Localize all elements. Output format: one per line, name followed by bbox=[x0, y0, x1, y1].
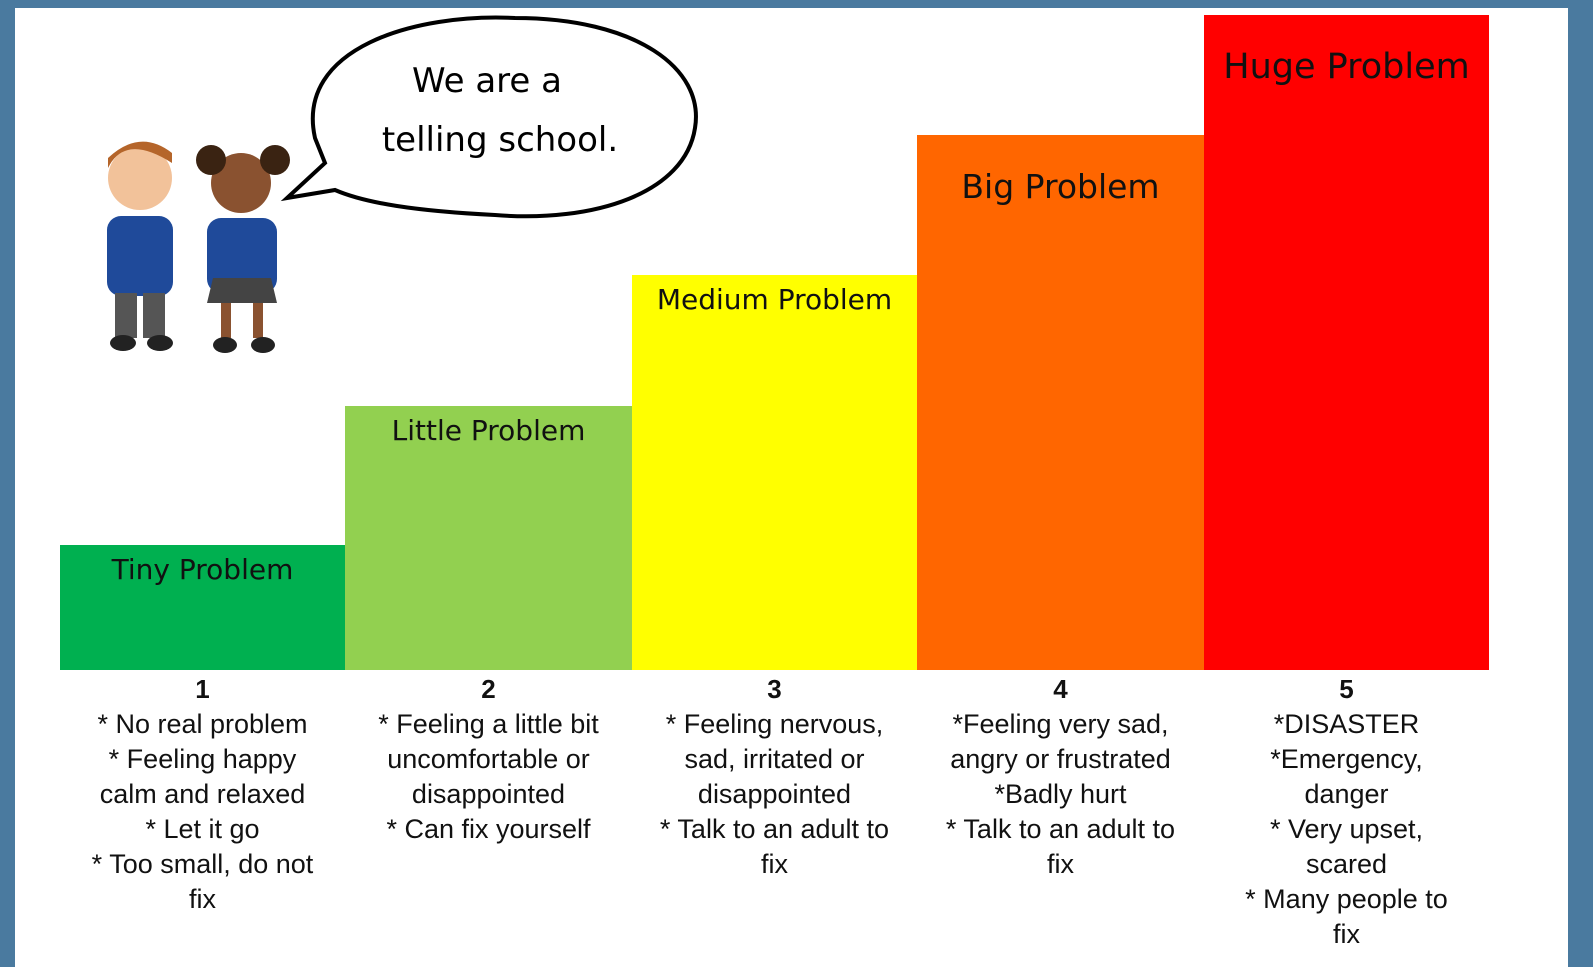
step-description: 4*Feeling very sad,angry or frustrated*B… bbox=[911, 672, 1211, 882]
step-block: Little Problem bbox=[345, 406, 632, 670]
description-line: *Emergency, bbox=[1197, 742, 1497, 777]
step-label: Little Problem bbox=[345, 414, 632, 447]
description-line: * No real problem bbox=[53, 707, 353, 742]
description-line: disappointed bbox=[625, 777, 925, 812]
description-line: * Let it go bbox=[53, 812, 353, 847]
description-line: uncomfortable or bbox=[339, 742, 639, 777]
description-line: * Too small, do not bbox=[53, 847, 353, 882]
boy bbox=[107, 142, 173, 351]
description-line: * Very upset, bbox=[1197, 812, 1497, 847]
description-line: angry or frustrated bbox=[911, 742, 1211, 777]
description-line: calm and relaxed bbox=[53, 777, 353, 812]
description-line: *DISASTER bbox=[1197, 707, 1497, 742]
description-line: * Feeling happy bbox=[53, 742, 353, 777]
step-block: Huge Problem bbox=[1204, 15, 1489, 670]
step-label: Tiny Problem bbox=[60, 553, 345, 586]
description-line: * Can fix yourself bbox=[339, 812, 639, 847]
description-line: * Feeling nervous, bbox=[625, 707, 925, 742]
step-number: 2 bbox=[339, 672, 639, 707]
description-line: *Badly hurt bbox=[911, 777, 1211, 812]
description-line: fix bbox=[1197, 917, 1497, 952]
description-line: * Talk to an adult to bbox=[625, 812, 925, 847]
step-number: 1 bbox=[53, 672, 353, 707]
description-line: sad, irritated or bbox=[625, 742, 925, 777]
step-label: Huge Problem bbox=[1204, 47, 1489, 87]
step-block: Tiny Problem bbox=[60, 545, 345, 670]
description-line: fix bbox=[625, 847, 925, 882]
description-line: * Feeling a little bit bbox=[339, 707, 639, 742]
bubble-text: We are a bbox=[412, 61, 562, 101]
description-line: * Talk to an adult to bbox=[911, 812, 1211, 847]
step-label: Medium Problem bbox=[632, 283, 917, 316]
description-line: disappointed bbox=[339, 777, 639, 812]
step-description: 5*DISASTER*Emergency,danger* Very upset,… bbox=[1197, 672, 1497, 952]
step-label: Big Problem bbox=[917, 167, 1204, 206]
step-number: 3 bbox=[625, 672, 925, 707]
description-line: * Many people to bbox=[1197, 882, 1497, 917]
step-block: Big Problem bbox=[917, 135, 1204, 670]
description-line: danger bbox=[1197, 777, 1497, 812]
bubble-text: telling school. bbox=[382, 120, 618, 160]
speech-bubble bbox=[287, 18, 696, 217]
description-line: *Feeling very sad, bbox=[911, 707, 1211, 742]
description-line: scared bbox=[1197, 847, 1497, 882]
step-block: Medium Problem bbox=[632, 275, 917, 670]
description-line: fix bbox=[53, 882, 353, 917]
description-line: fix bbox=[911, 847, 1211, 882]
step-number: 4 bbox=[911, 672, 1211, 707]
girl bbox=[196, 145, 290, 353]
step-number: 5 bbox=[1197, 672, 1497, 707]
